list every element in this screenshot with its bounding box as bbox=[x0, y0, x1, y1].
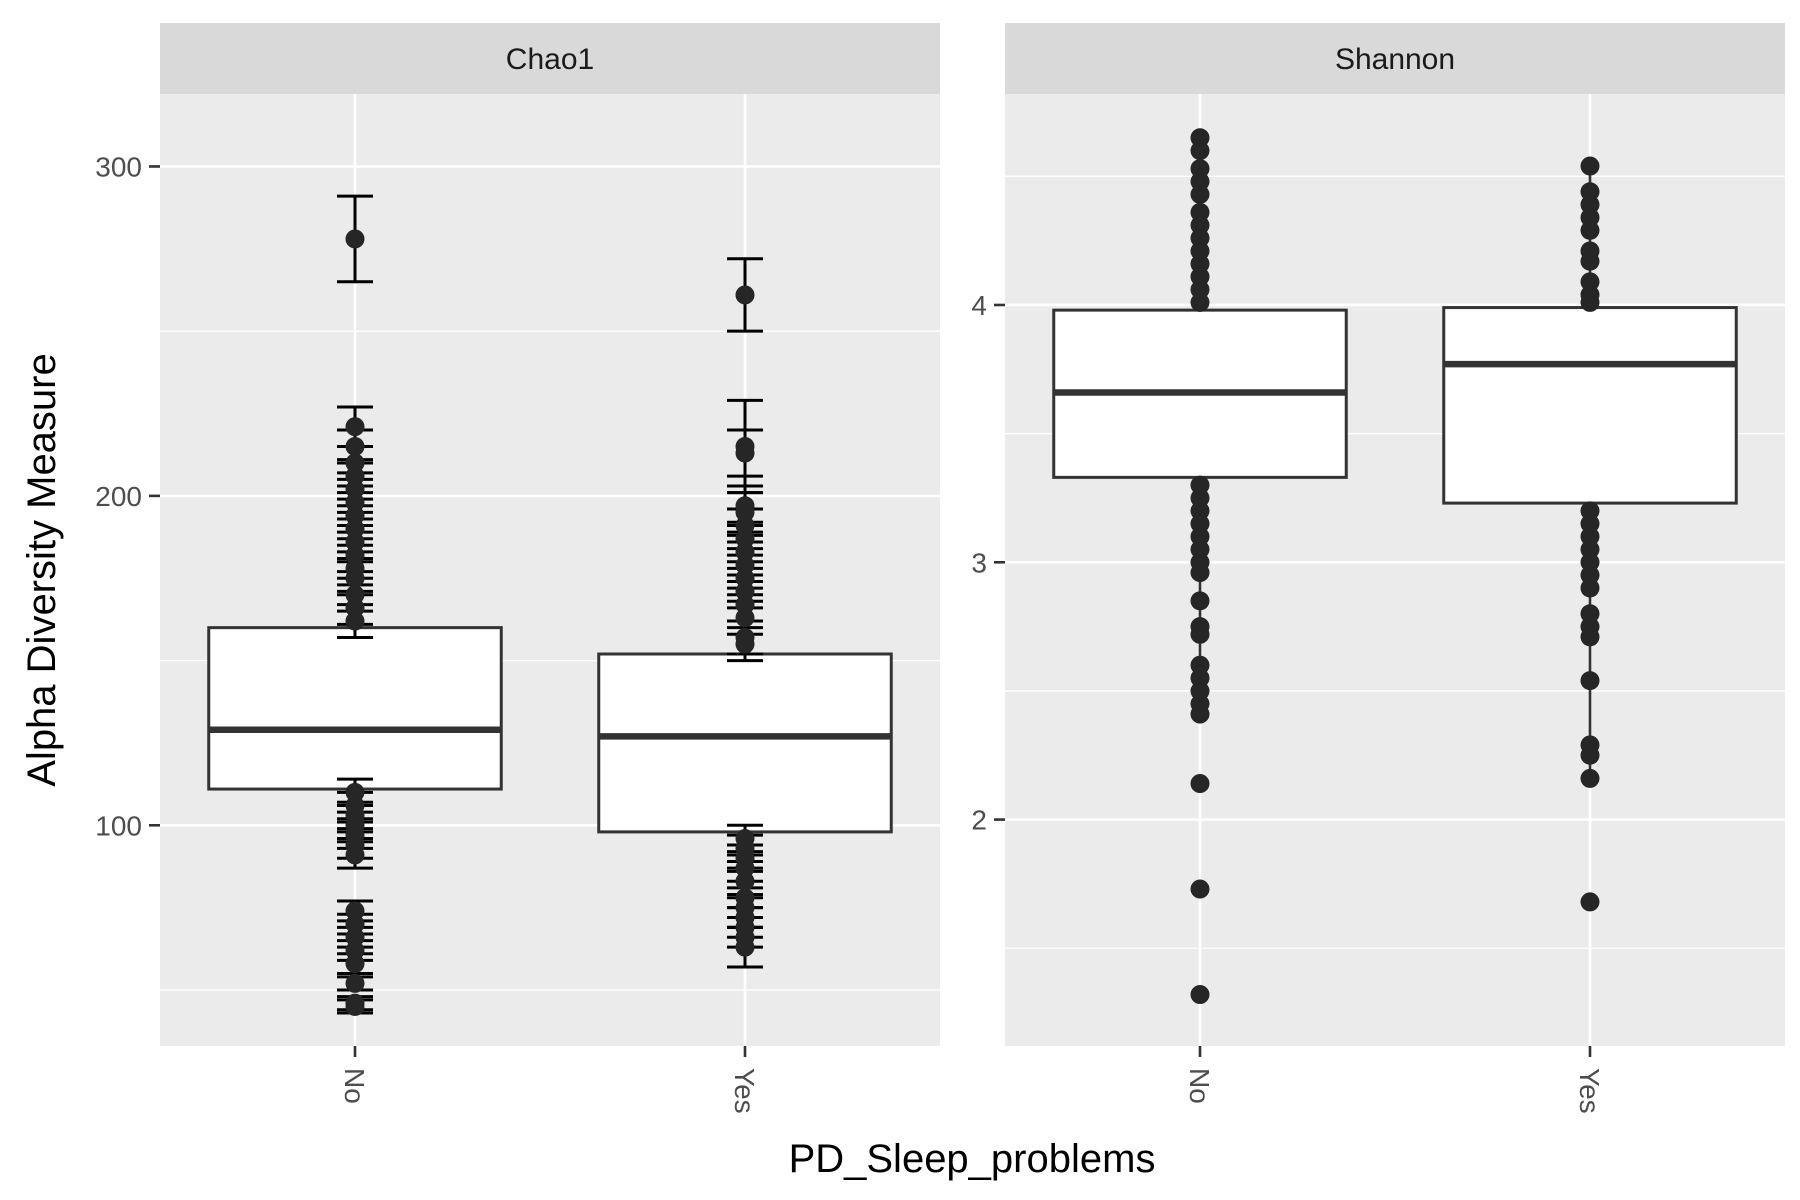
data-point bbox=[1190, 563, 1210, 583]
data-point bbox=[735, 542, 755, 562]
data-point bbox=[345, 954, 365, 974]
data-point bbox=[735, 871, 755, 891]
y-tick-label: 4 bbox=[971, 290, 987, 321]
data-point bbox=[735, 937, 755, 957]
x-axis: No Yes bbox=[1184, 1046, 1605, 1114]
strip-label-chao1: Chao1 bbox=[506, 43, 594, 76]
data-point bbox=[1580, 578, 1600, 598]
data-point bbox=[735, 634, 755, 654]
data-point bbox=[1190, 184, 1210, 204]
data-point bbox=[1580, 892, 1600, 912]
data-point bbox=[1190, 591, 1210, 611]
data-point bbox=[1580, 156, 1600, 176]
x-tick-label: No bbox=[339, 1068, 370, 1104]
data-point bbox=[735, 595, 755, 615]
strip-label-shannon: Shannon bbox=[1335, 43, 1455, 76]
data-point bbox=[1190, 141, 1210, 161]
y-tick-label: 2 bbox=[971, 805, 987, 836]
data-point bbox=[345, 611, 365, 631]
data-point bbox=[345, 417, 365, 437]
data-point bbox=[345, 901, 365, 921]
data-point bbox=[735, 568, 755, 588]
data-point bbox=[735, 285, 755, 305]
data-point bbox=[1580, 220, 1600, 240]
y-tick-label: 100 bbox=[95, 810, 142, 841]
data-point bbox=[345, 453, 365, 473]
box-no bbox=[207, 626, 503, 791]
data-point bbox=[345, 568, 365, 588]
data-point bbox=[1190, 985, 1210, 1005]
data-point bbox=[345, 545, 365, 565]
x-tick-label: Yes bbox=[729, 1068, 760, 1114]
data-point bbox=[345, 506, 365, 526]
data-point bbox=[1580, 627, 1600, 647]
strip-background bbox=[160, 23, 940, 94]
strip-background bbox=[1005, 23, 1785, 94]
data-point bbox=[1190, 704, 1210, 724]
data-point bbox=[345, 229, 365, 249]
data-points bbox=[1190, 128, 1600, 1005]
data-point bbox=[345, 845, 365, 865]
data-point bbox=[345, 996, 365, 1016]
data-point bbox=[1580, 292, 1600, 312]
x-tick-label: No bbox=[1184, 1068, 1215, 1104]
data-point bbox=[345, 436, 365, 456]
data-point bbox=[1190, 624, 1210, 644]
data-point bbox=[1190, 292, 1210, 312]
y-tick-label: 200 bbox=[95, 481, 142, 512]
data-point bbox=[345, 519, 365, 539]
y-axis: 100 200 300 bbox=[95, 151, 160, 841]
data-point bbox=[1580, 768, 1600, 788]
data-point bbox=[345, 782, 365, 802]
y-tick-label: 300 bbox=[95, 151, 142, 182]
data-point bbox=[345, 492, 365, 512]
data-point bbox=[735, 529, 755, 549]
panel-chao1: Chao1 100 200 300 No Yes bbox=[95, 23, 940, 1114]
data-point bbox=[345, 532, 365, 552]
data-point bbox=[345, 598, 365, 618]
data-point bbox=[1190, 879, 1210, 899]
boxplots bbox=[207, 621, 893, 855]
data-point bbox=[1580, 251, 1600, 271]
panel-background bbox=[160, 94, 940, 1046]
data-point bbox=[735, 443, 755, 463]
box-yes bbox=[1442, 306, 1738, 505]
data-point bbox=[735, 858, 755, 878]
data-point bbox=[345, 466, 365, 486]
data-point bbox=[345, 927, 365, 947]
data-point bbox=[735, 581, 755, 601]
y-axis: 2 3 4 bbox=[971, 290, 1005, 836]
boxplots bbox=[1052, 137, 1738, 779]
data-point bbox=[345, 479, 365, 499]
data-point bbox=[735, 608, 755, 628]
data-point bbox=[345, 973, 365, 993]
data-point bbox=[1190, 774, 1210, 794]
x-axis-title: PD_Sleep_problems bbox=[789, 1137, 1156, 1181]
data-point bbox=[1580, 671, 1600, 691]
y-tick-label: 3 bbox=[971, 547, 987, 578]
data-point bbox=[345, 585, 365, 605]
data-point bbox=[735, 555, 755, 575]
data-point bbox=[735, 516, 755, 536]
x-tick-label: Yes bbox=[1574, 1068, 1605, 1114]
data-point bbox=[345, 940, 365, 960]
box-yes bbox=[597, 652, 893, 834]
data-points bbox=[345, 229, 755, 1016]
panel-background bbox=[1005, 94, 1785, 1046]
data-point bbox=[1580, 745, 1600, 765]
data-point bbox=[345, 914, 365, 934]
x-axis: No Yes bbox=[339, 1046, 760, 1114]
y-axis-title: Alpha Diversity Measure bbox=[20, 353, 64, 787]
panel-shannon: Shannon 2 3 4 No Yes bbox=[971, 23, 1785, 1114]
data-point bbox=[735, 502, 755, 522]
